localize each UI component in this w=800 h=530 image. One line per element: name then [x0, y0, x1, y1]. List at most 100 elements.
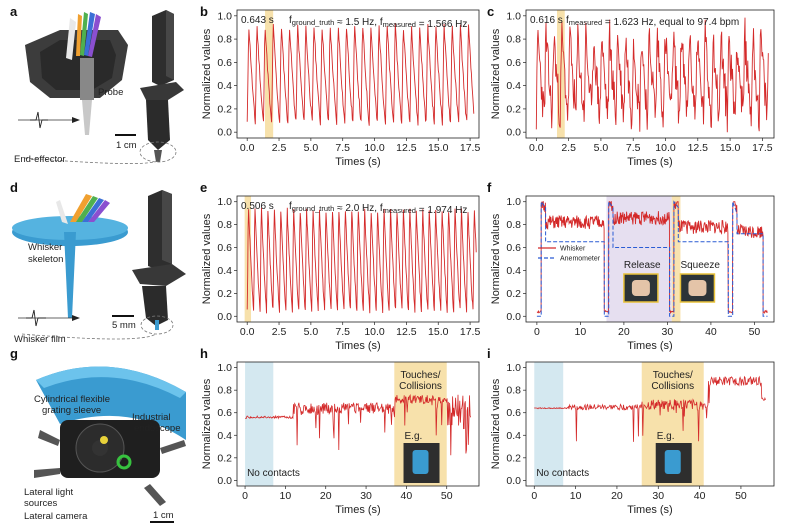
y-tick-label-h-0: 0.0	[217, 475, 232, 487]
release-photo-hand	[631, 280, 650, 296]
label-endoscope-1: Industrial	[132, 412, 171, 423]
freq-text: ≈ 1.5 Hz,	[334, 17, 380, 28]
x-axis-label-c: Times (s)	[627, 156, 672, 168]
y-tick-label-h-5: 1.0	[217, 362, 232, 374]
panel-letter-e: e	[200, 180, 207, 195]
x-tick-label-i-2: 20	[611, 490, 623, 502]
y-tick-label-i-5: 1.0	[506, 362, 521, 374]
x-tick-label-f-2: 20	[618, 326, 630, 338]
y-tick-label-c-4: 0.8	[506, 34, 521, 46]
y-tick-label-i-2: 0.4	[506, 430, 521, 442]
period-label-b: 0.643 s	[241, 15, 274, 26]
x-tick-label-e-4: 10.0	[364, 326, 385, 338]
x-tick-label-h-3: 30	[360, 490, 372, 502]
plot-frame-i	[525, 361, 775, 487]
x-tick-label-c-4: 10.0	[655, 142, 676, 154]
tower-model-d	[132, 190, 186, 330]
signal-line-b	[246, 23, 475, 126]
label-probe: Probe	[98, 87, 123, 98]
label-camera: Lateral camera	[24, 511, 88, 522]
legend-label-whisker: Whisker	[560, 246, 586, 253]
end-effector-model	[18, 12, 136, 136]
squeeze-photo-hand	[688, 280, 707, 296]
signal-line-c	[535, 17, 769, 133]
x-tick-label-e-7: 17.5	[460, 326, 481, 338]
legend-label-anemometer: Anemometer	[560, 256, 601, 263]
y-tick-label-c-3: 0.6	[506, 57, 521, 69]
plot-frame-e	[236, 195, 480, 323]
x-tick-label-c-6: 15.0	[720, 142, 741, 154]
anemometer-line	[536, 200, 768, 317]
y-tick-label-e-0: 0.0	[217, 311, 232, 323]
label-whisker: Whisker	[28, 242, 62, 253]
x-axis-label-h: Times (s)	[335, 504, 380, 516]
chart-panel-h: 0 10 20 30 40 50 0.0 0.2 0.4 0.6 0.8 1.0 Times (s) No…	[201, 361, 480, 516]
y-tick-label-e-1: 0.2	[217, 288, 232, 300]
x-tick-label-b-7: 17.5	[460, 142, 481, 154]
y-tick-label-e-3: 0.6	[217, 242, 232, 254]
x-axis-label-i: Times (s)	[627, 504, 672, 516]
signal-line-e	[246, 207, 477, 314]
y-tick-label-f-5: 1.0	[506, 196, 521, 208]
label-collisions-h: Collisions	[399, 381, 442, 392]
example-photo-sleeve-h	[412, 450, 429, 474]
plot-frame-c	[525, 9, 775, 139]
panel-letter-g: g	[10, 346, 18, 361]
label-eg-i: E.g.	[657, 431, 675, 442]
y-axis-label-b: Normalized values	[201, 28, 213, 119]
signal-line-h	[245, 394, 472, 456]
label-skeleton: skeleton	[28, 254, 63, 265]
panel-letter-c: c	[487, 4, 494, 19]
panel-letter-h: h	[200, 346, 208, 361]
x-tick-label-c-2: 5.0	[594, 142, 609, 154]
plot-frame-h	[236, 361, 480, 487]
chart-panel-b: 0.0 2.5 5.0 7.5 10.0 12.5 15.0 17.5 0.0 0.2 0.4 0.6…	[201, 9, 481, 168]
x-tick-label-e-5: 12.5	[396, 326, 417, 338]
freq-subscript: measured	[383, 20, 416, 29]
x-tick-label-h-1: 10	[280, 490, 292, 502]
panel-letter-f: f	[487, 180, 492, 195]
freq-text: f	[566, 15, 569, 26]
freq-text: f	[380, 17, 383, 28]
y-tick-label-i-3: 0.6	[506, 407, 521, 419]
freq-text: f	[289, 201, 292, 212]
label-eg-h: E.g.	[405, 431, 423, 442]
tower-model-a	[140, 10, 184, 162]
chart-panel-f: 0 10 20 30 40 50 0.0 0.2 0.4 0.6 0.8 1.0 Times (s) No…	[490, 195, 775, 352]
x-tick-label-c-5: 12.5	[688, 142, 709, 154]
y-tick-label-i-0: 0.0	[506, 475, 521, 487]
plot-frame-f	[525, 195, 775, 323]
x-axis-label-e: Times (s)	[335, 340, 380, 352]
freq-subscript: ground_truth	[292, 18, 335, 27]
x-tick-label-f-1: 10	[575, 326, 587, 338]
y-tick-label-c-2: 0.4	[506, 80, 521, 92]
x-tick-label-e-1: 2.5	[272, 326, 287, 338]
x-tick-label-f-5: 50	[749, 326, 761, 338]
y-tick-label-b-5: 1.0	[217, 10, 232, 22]
x-tick-label-c-7: 17.5	[752, 142, 773, 154]
x-tick-label-i-5: 50	[735, 490, 747, 502]
label-endoscope-2: endoscope	[134, 423, 180, 434]
x-tick-label-h-0: 0	[242, 490, 248, 502]
frequency-annotation-b: fground_truth ≈ 1.5 Hz, fmeasured = 1.56…	[289, 15, 467, 30]
panel-letter-b: b	[200, 4, 208, 19]
x-tick-label-e-2: 5.0	[304, 326, 319, 338]
y-tick-label-c-1: 0.2	[506, 103, 521, 115]
whisker-line	[536, 200, 768, 315]
y-tick-label-f-2: 0.4	[506, 265, 521, 277]
label-release: Release	[624, 260, 661, 271]
y-tick-label-f-0: 0.0	[506, 311, 521, 323]
label-scale-g: 1 cm	[153, 510, 174, 521]
y-tick-label-h-4: 0.8	[217, 385, 232, 397]
x-tick-label-f-3: 30	[662, 326, 674, 338]
label-end-effector: End-effector	[14, 154, 66, 165]
frequency-annotation-c: fmeasured = 1.623 Hz, equal to 97.4 bpm	[566, 15, 739, 28]
freq-text: = 1.566 Hz	[416, 19, 467, 30]
x-tick-label-f-0: 0	[534, 326, 540, 338]
y-tick-label-f-4: 0.8	[506, 219, 521, 231]
illustration-d: Whisker skeleton 5 mm Whisker film	[12, 190, 186, 345]
label-no-contacts-i: No contacts	[536, 468, 589, 479]
chart-panel-c: 0.0 2.5 5.0 7.5 10.0 12.5 15.0 17.5 0.0 0.2 0.4 0.6…	[490, 9, 775, 168]
y-tick-label-c-5: 1.0	[506, 10, 521, 22]
y-tick-label-e-5: 1.0	[217, 196, 232, 208]
